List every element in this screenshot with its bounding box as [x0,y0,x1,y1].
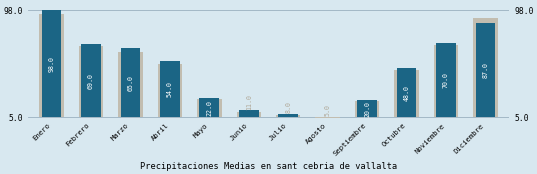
Bar [79,46,103,117]
Bar [118,52,143,117]
Text: 22.0: 22.0 [206,100,212,116]
Text: 20.0: 20.0 [364,101,370,117]
Text: 69.0: 69.0 [88,73,94,89]
Text: 65.0: 65.0 [127,75,133,91]
Bar [120,48,140,117]
Bar [355,101,379,117]
Bar [436,43,456,117]
X-axis label: Precipitaciones Medias en sant cebria de vallalta: Precipitaciones Medias en sant cebria de… [140,161,397,171]
Bar [158,64,182,117]
Bar [39,14,64,117]
Bar [473,18,498,117]
Text: 11.0: 11.0 [246,93,252,109]
Bar [357,100,377,117]
Text: 5.0: 5.0 [325,104,331,116]
Bar [394,70,419,117]
Bar [42,10,61,117]
Bar [278,114,298,117]
Bar [197,99,222,117]
Text: 48.0: 48.0 [404,85,410,101]
Bar [276,115,301,117]
Bar [160,61,180,117]
Text: 70.0: 70.0 [443,72,449,88]
Bar [476,23,495,117]
Bar [434,45,458,117]
Bar [315,117,340,118]
Text: 98.0: 98.0 [48,56,54,72]
Text: 87.0: 87.0 [483,62,489,78]
Bar [239,110,259,117]
Text: 8.0: 8.0 [285,101,291,113]
Bar [397,68,417,117]
Bar [236,112,261,117]
Bar [81,44,101,117]
Bar [199,98,219,117]
Text: 54.0: 54.0 [167,81,173,97]
